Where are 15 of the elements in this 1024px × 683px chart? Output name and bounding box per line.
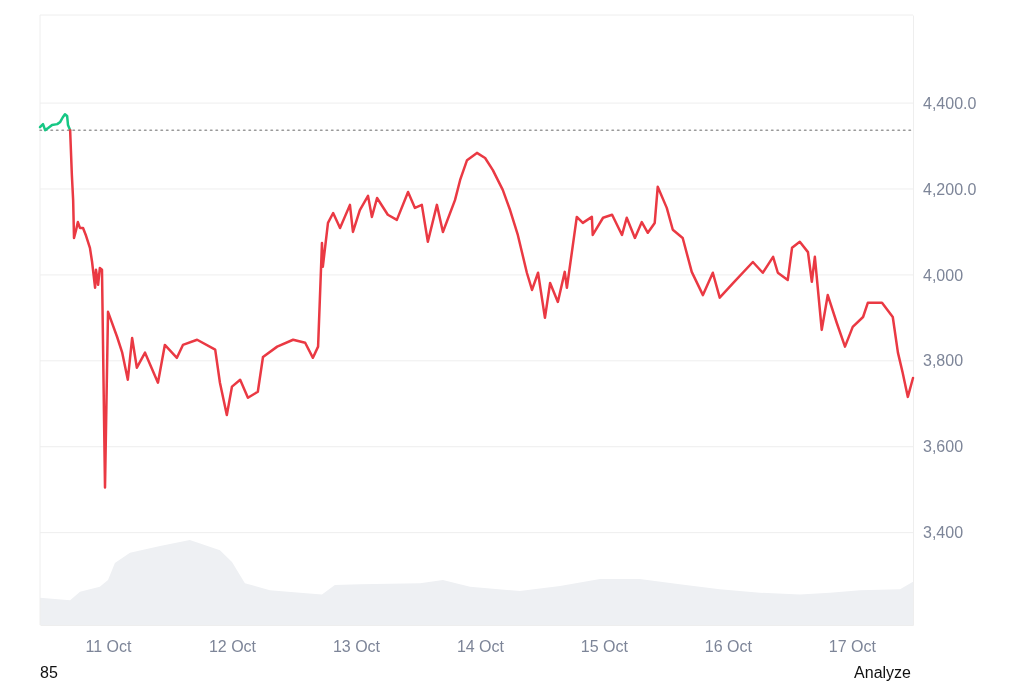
y-tick-label: 4,400.0 [923,94,977,112]
y-tick-label: 3,800 [923,352,964,370]
x-tick-label: 13 Oct [332,638,381,656]
x-tick-label: 11 Oct [85,638,133,656]
x-tick-label: 14 Oct [456,638,505,656]
text: 85 [40,664,58,681]
text: Analyze [854,664,912,681]
y-tick-label: 3,400 [923,524,964,542]
x-tick-label: 16 Oct [704,638,753,656]
y-tick-label: 4,200.0 [923,180,977,198]
x-tick-label: 12 Oct [208,638,257,656]
y-tick-label: 3,600 [923,438,964,456]
x-tick-label: 15 Oct [580,638,629,656]
x-tick-label: 17 Oct [828,638,877,656]
y-tick-label: 4,000 [923,266,964,284]
